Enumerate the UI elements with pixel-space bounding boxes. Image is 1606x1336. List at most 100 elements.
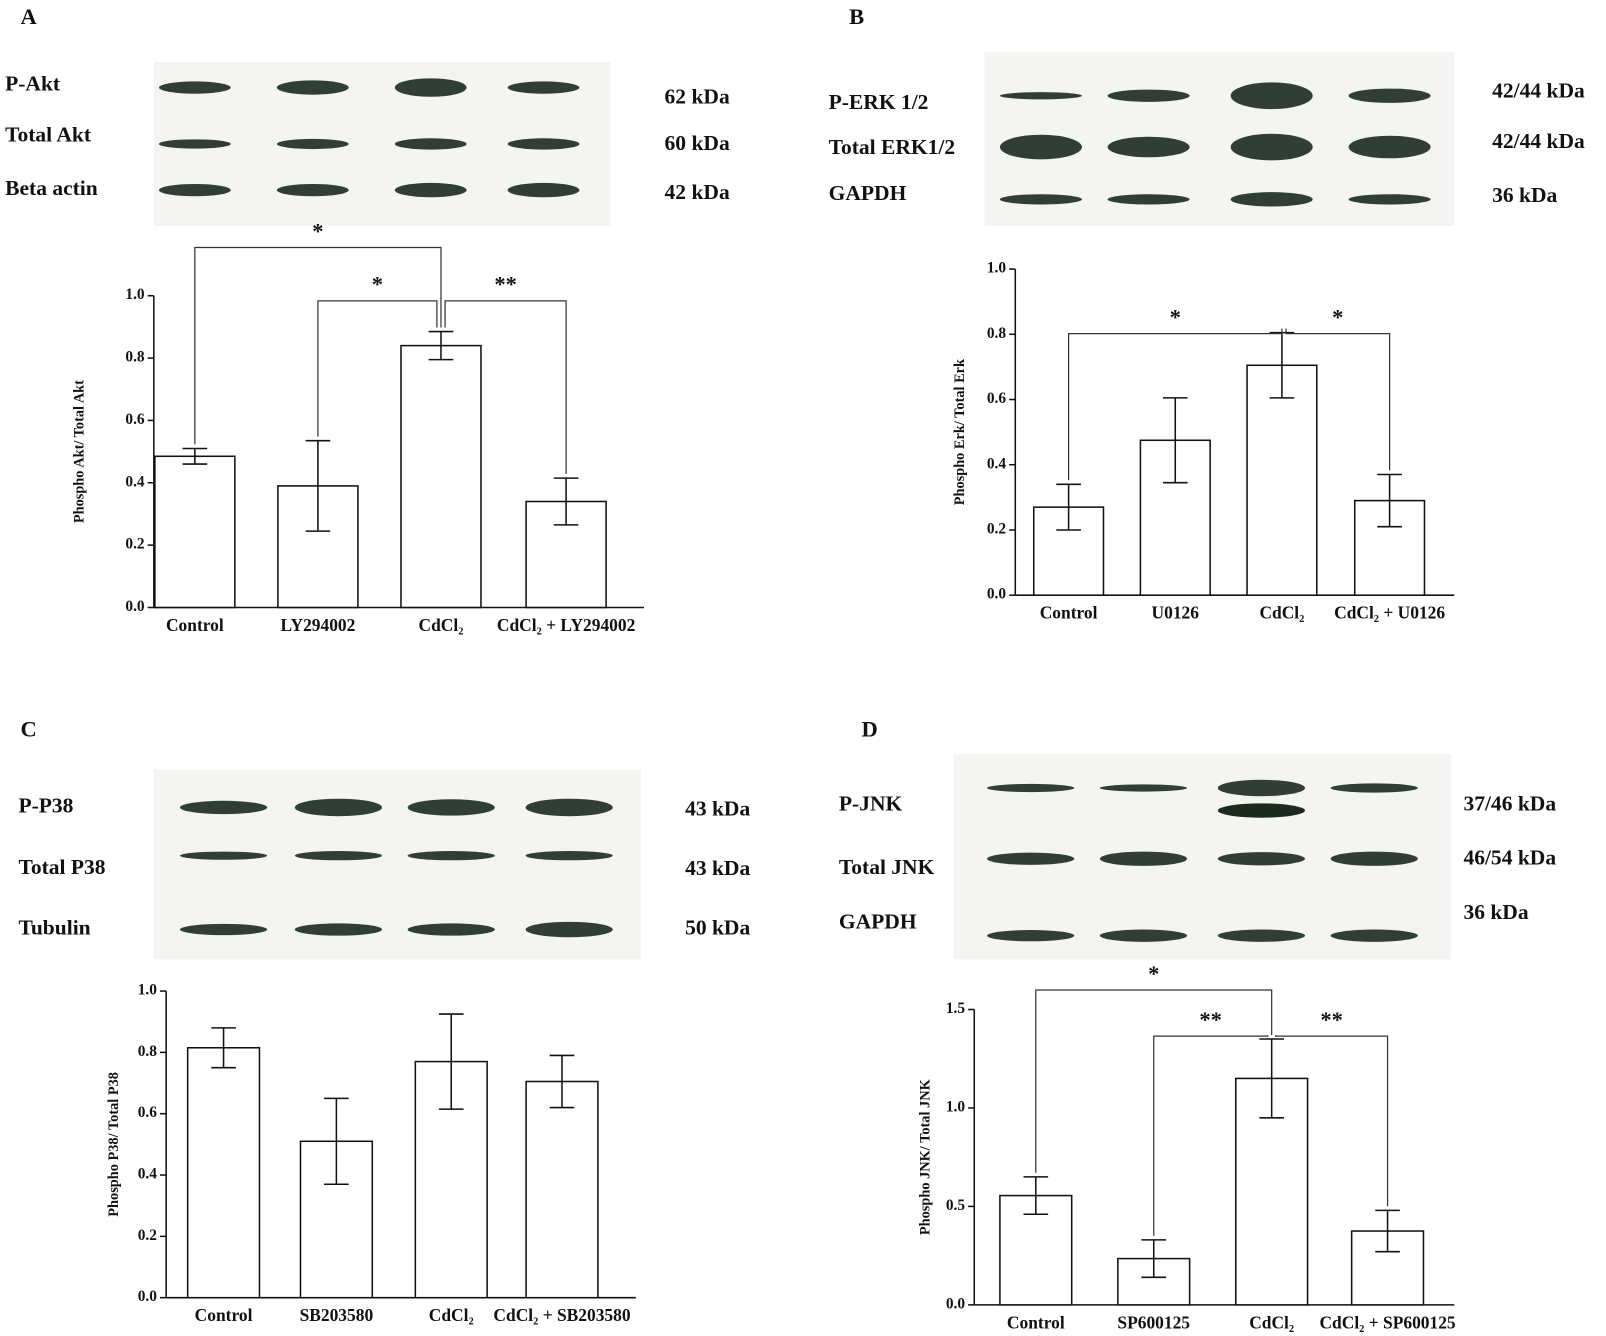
blot-band [407, 799, 495, 816]
significance-label: ** [494, 272, 517, 297]
x-tick-label: CdCl₂ + SB203580 [493, 1305, 630, 1325]
bar [154, 455, 236, 609]
panel-letter: D [861, 717, 877, 742]
significance-label: * [1170, 304, 1181, 329]
x-tick-label: U0126 [1152, 603, 1200, 623]
blot-band [999, 134, 1082, 160]
blot-label: P-JNK [839, 791, 903, 815]
bar [400, 344, 482, 609]
panel-letter: C [21, 717, 37, 742]
y-tick-label: 1.0 [946, 1098, 966, 1115]
bar [186, 1047, 261, 1299]
significance-label: * [312, 218, 323, 243]
blot-band [1217, 779, 1306, 797]
blot-band [294, 923, 383, 936]
blot-band [294, 798, 383, 817]
x-tick-label: CdCl₂ [429, 1305, 474, 1325]
blot-band [1107, 89, 1190, 102]
blot-band [179, 923, 268, 936]
blot-label: Total JNK [839, 855, 935, 879]
blot-band [179, 851, 268, 860]
y-tick-label: 0.2 [138, 1227, 158, 1244]
blot-band [276, 80, 349, 95]
bar [1246, 364, 1318, 596]
blot-band [1330, 929, 1418, 942]
blot-band [999, 92, 1082, 100]
y-tick-label: 0.5 [946, 1197, 966, 1214]
significance-bracket [1153, 1034, 1269, 1236]
significance-bracket [444, 300, 567, 475]
size-label: 46/54 kDa [1463, 846, 1556, 870]
y-axis-label: Phospho Erk/ Total Erk [952, 359, 968, 505]
blot-band [999, 194, 1082, 205]
blot-band [1330, 783, 1418, 793]
blot-band [1348, 194, 1431, 205]
y-axis-label: Phospho Akt/ Total Akt [71, 380, 87, 523]
y-tick-label: 0.8 [987, 325, 1007, 342]
x-tick-label: CdCl₂ + SP600125 [1319, 1312, 1455, 1332]
blot-band [294, 851, 383, 861]
blot-band [1348, 135, 1431, 159]
significance-label: * [372, 272, 383, 297]
blot-band [276, 183, 349, 197]
blot-band [507, 138, 580, 150]
significance-bracket [1285, 328, 1391, 471]
x-tick-label: CdCl₂ + LY294002 [497, 615, 635, 635]
significance-bracket [194, 246, 442, 445]
y-tick-label: 1.0 [987, 260, 1007, 277]
blot-label: P-P38 [18, 793, 73, 817]
x-tick-label: CdCl₂ [419, 615, 464, 635]
x-tick-label: Control [166, 615, 224, 635]
significance-label: * [1148, 961, 1159, 986]
significance-bracket [317, 300, 438, 437]
x-tick-label: SB203580 [300, 1305, 374, 1325]
blot-band [407, 851, 495, 861]
size-label: 42/44 kDa [1492, 129, 1585, 153]
y-tick-label: 1.0 [125, 286, 145, 303]
y-tick-label: 0.8 [125, 349, 145, 366]
blot-band [1230, 192, 1313, 207]
blot-band [1099, 851, 1188, 866]
blot-band [987, 783, 1075, 793]
x-tick-label: Control [1007, 1312, 1065, 1332]
blot-label: GAPDH [839, 909, 917, 933]
y-tick-label: 0.4 [138, 1166, 158, 1183]
blot-band [987, 852, 1075, 865]
y-tick-label: 0.0 [987, 586, 1007, 603]
blot-band [1348, 88, 1431, 103]
panel-letter: A [21, 4, 38, 29]
x-tick-label: SP600125 [1117, 1312, 1190, 1332]
size-label: 42 kDa [665, 180, 730, 204]
y-tick-label: 0.4 [987, 455, 1007, 472]
y-tick-label: 0.8 [138, 1043, 158, 1060]
blot-band [507, 182, 580, 198]
y-tick-label: 0.0 [125, 598, 145, 615]
blot-label: Total Akt [5, 123, 92, 147]
blot-band [394, 138, 467, 150]
significance-label: ** [1320, 1007, 1343, 1032]
blot-band [158, 183, 231, 197]
significance-label: * [1332, 304, 1343, 329]
blot-band [179, 800, 268, 815]
y-axis-label: Phospho JNK/ Total JNK [917, 1078, 933, 1235]
y-tick-label: 0.2 [125, 536, 145, 553]
y-tick-label: 0.0 [138, 1288, 158, 1305]
size-label: 36 kDa [1492, 183, 1557, 207]
blot-band [987, 930, 1075, 942]
blot-band [1217, 852, 1306, 866]
bar [525, 1080, 599, 1299]
blot-band [507, 81, 580, 94]
blot-label: Beta actin [5, 176, 98, 200]
significance-label: ** [1199, 1007, 1222, 1032]
significance-bracket [1035, 989, 1273, 1173]
blot-band [158, 139, 231, 149]
blot-band [1107, 194, 1190, 205]
significance-bracket [1068, 328, 1283, 481]
x-tick-label: LY294002 [280, 615, 355, 635]
x-tick-label: Control [195, 1305, 253, 1325]
blot-label: P-Akt [5, 71, 61, 95]
blot-label: Total P38 [18, 855, 105, 879]
x-tick-label: CdCl₂ + U0126 [1334, 603, 1445, 623]
blot-band [1099, 929, 1188, 942]
